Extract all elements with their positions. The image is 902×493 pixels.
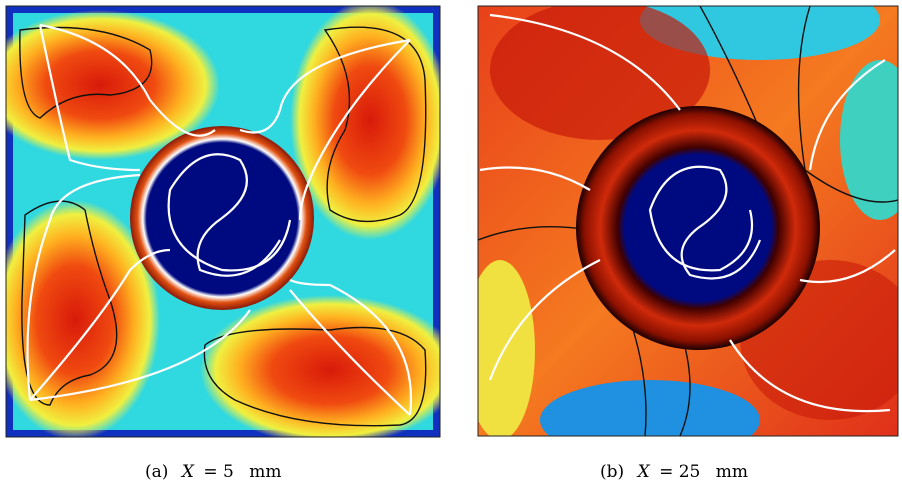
caption: (a) X = 5 mm	[145, 462, 281, 482]
caption-unit: mm	[249, 462, 281, 482]
caption-symbol: X	[180, 462, 195, 482]
caption-value: = 5	[203, 462, 233, 482]
caption: (b) X = 25 mm	[600, 462, 748, 482]
caption-unit: mm	[716, 462, 748, 482]
caption-value: = 25	[659, 462, 700, 482]
caption-label: (b)	[600, 462, 624, 482]
panel-frame	[477, 5, 899, 437]
caption-label: (a)	[145, 462, 168, 482]
panel-a	[6, 6, 440, 437]
panel-frame	[5, 5, 441, 438]
panel-b	[478, 6, 898, 436]
caption-symbol: X	[636, 462, 651, 482]
